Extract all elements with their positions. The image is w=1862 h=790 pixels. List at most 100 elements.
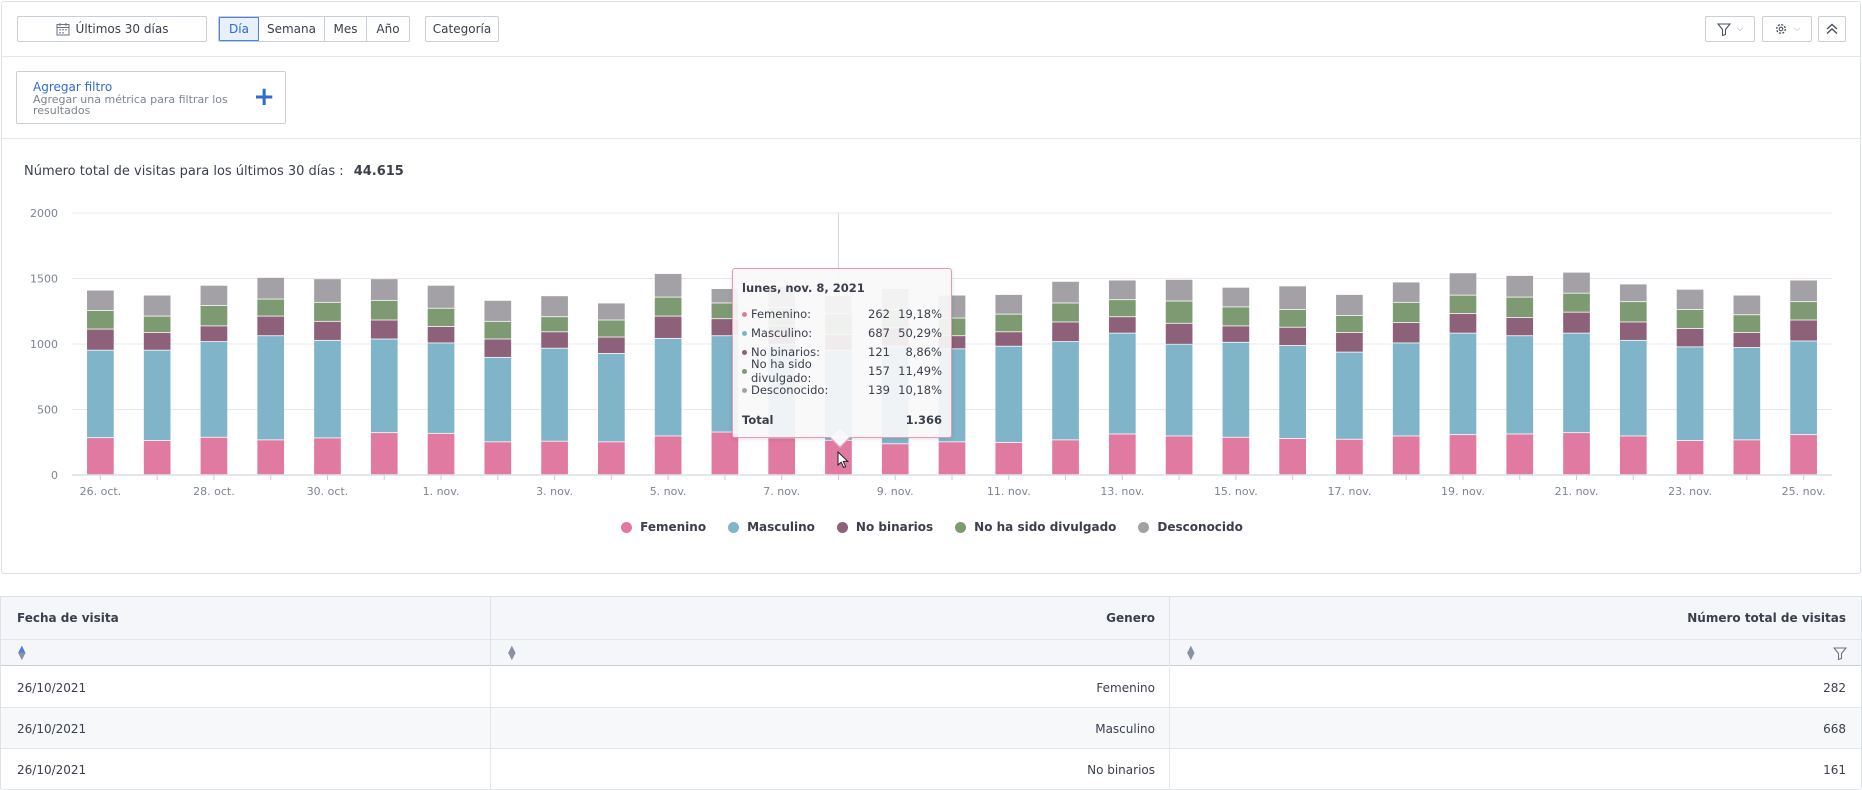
category-button[interactable]: Categoría (425, 16, 499, 42)
bar-segment[interactable] (654, 273, 682, 297)
bar-segment[interactable] (314, 321, 341, 340)
bar-segment[interactable] (1052, 440, 1079, 475)
bar-segment[interactable] (484, 339, 512, 357)
period-week-button[interactable]: Semana (259, 17, 325, 41)
bar-segment[interactable] (200, 342, 228, 437)
bar-segment[interactable] (938, 442, 966, 475)
bar-segment[interactable] (1676, 328, 1704, 347)
bar-segment[interactable] (143, 440, 171, 475)
bar-segment[interactable] (1790, 280, 1817, 302)
bar-segment[interactable] (1222, 342, 1250, 437)
bar-segment[interactable] (1790, 302, 1817, 320)
bar-segment[interactable] (314, 340, 341, 438)
bar-segment[interactable] (1222, 307, 1250, 326)
period-month-button[interactable]: Mes (325, 17, 367, 41)
bar-segment[interactable] (1563, 333, 1590, 433)
bar-segment[interactable] (654, 436, 682, 475)
column-header-date[interactable]: Fecha de visita (1, 597, 491, 639)
bar-segment[interactable] (314, 438, 341, 475)
bar-segment[interactable] (1790, 320, 1817, 341)
bar-segment[interactable] (1108, 434, 1136, 475)
bar-segment[interactable] (1506, 336, 1534, 434)
bar-segment[interactable] (87, 438, 114, 475)
bar-segment[interactable] (257, 316, 285, 336)
legend-item-masculino[interactable]: Masculino (728, 520, 815, 534)
bar-segment[interactable] (541, 317, 568, 332)
bar-segment[interactable] (200, 326, 228, 342)
add-filter-button[interactable]: Agregar filtro Agregar una métrica para … (16, 71, 286, 124)
bar-segment[interactable] (995, 332, 1023, 346)
bar-segment[interactable] (1563, 293, 1590, 312)
bar-segment[interactable] (1222, 326, 1250, 342)
sort-icon[interactable]: ▲ ▼ (18, 644, 26, 662)
bar-segment[interactable] (1563, 433, 1590, 475)
bar-segment[interactable] (1790, 341, 1817, 435)
bar-segment[interactable] (1279, 286, 1306, 310)
bar-segment[interactable] (1165, 301, 1193, 323)
bar-segment[interactable] (1108, 317, 1136, 333)
bar-segment[interactable] (143, 295, 171, 316)
table-row[interactable]: 26/10/2021 Femenino 282 (1, 667, 1861, 708)
bar-segment[interactable] (598, 337, 625, 354)
bar-segment[interactable] (711, 288, 739, 303)
bar-segment[interactable] (370, 320, 398, 339)
bar-segment[interactable] (257, 277, 285, 299)
bar-segment[interactable] (143, 332, 171, 350)
bar-segment[interactable] (314, 279, 341, 302)
bar-segment[interactable] (1336, 439, 1363, 475)
bar-segment[interactable] (257, 440, 285, 475)
bar-segment[interactable] (1222, 287, 1250, 307)
bar-segment[interactable] (541, 348, 568, 441)
bar-segment[interactable] (1336, 294, 1363, 316)
bar-segment[interactable] (484, 442, 512, 475)
bar-segment[interactable] (1676, 347, 1704, 441)
sort-icon[interactable]: ▲ ▼ (508, 644, 516, 662)
settings-menu-button[interactable]: ⌵ (1762, 16, 1812, 42)
bar-segment[interactable] (87, 350, 114, 438)
bar-segment[interactable] (427, 343, 455, 433)
bar-segment[interactable] (1733, 440, 1761, 475)
bar-segment[interactable] (1165, 279, 1193, 301)
bar-segment[interactable] (768, 438, 796, 475)
bar-segment[interactable] (1108, 333, 1136, 434)
legend-item-desconocido[interactable]: Desconocido (1138, 520, 1243, 534)
bar-segment[interactable] (370, 339, 398, 433)
bar-segment[interactable] (1165, 323, 1193, 344)
legend-item-no-binarios[interactable]: No binarios (836, 520, 933, 534)
bar-segment[interactable] (1336, 352, 1363, 439)
bar-segment[interactable] (1619, 340, 1647, 436)
bar-segment[interactable] (1449, 313, 1477, 333)
bar-segment[interactable] (200, 306, 228, 326)
bar-segment[interactable] (541, 296, 568, 317)
bar-segment[interactable] (1052, 303, 1079, 322)
bar-segment[interactable] (200, 285, 228, 306)
bar-segment[interactable] (370, 433, 398, 475)
bar-segment[interactable] (1052, 342, 1079, 440)
legend-item-no-divulgado[interactable]: No ha sido divulgado (955, 520, 1116, 534)
bar-segment[interactable] (654, 297, 682, 316)
bar-segment[interactable] (1619, 302, 1647, 322)
bar-segment[interactable] (995, 442, 1023, 475)
collapse-button[interactable] (1818, 16, 1846, 42)
bar-segment[interactable] (143, 350, 171, 441)
bar-segment[interactable] (995, 346, 1023, 443)
bar-segment[interactable] (1619, 284, 1647, 302)
bar-segment[interactable] (711, 432, 739, 475)
bar-segment[interactable] (1222, 437, 1250, 475)
bar-segment[interactable] (1392, 323, 1420, 343)
bar-segment[interactable] (427, 433, 455, 475)
bar-segment[interactable] (1563, 272, 1590, 293)
bar-segment[interactable] (1733, 347, 1761, 440)
bar-segment[interactable] (1790, 435, 1817, 475)
bar-segment[interactable] (1279, 438, 1306, 475)
bar-segment[interactable] (1336, 315, 1363, 333)
bar-segment[interactable] (1506, 434, 1534, 475)
bar-segment[interactable] (541, 332, 568, 348)
bar-segment[interactable] (1676, 309, 1704, 329)
bar-segment[interactable] (257, 299, 285, 316)
bar-segment[interactable] (1165, 344, 1193, 436)
bar-segment[interactable] (1733, 332, 1761, 348)
bar-segment[interactable] (1506, 297, 1534, 317)
bar-segment[interactable] (995, 294, 1023, 314)
bar-segment[interactable] (1108, 300, 1136, 317)
